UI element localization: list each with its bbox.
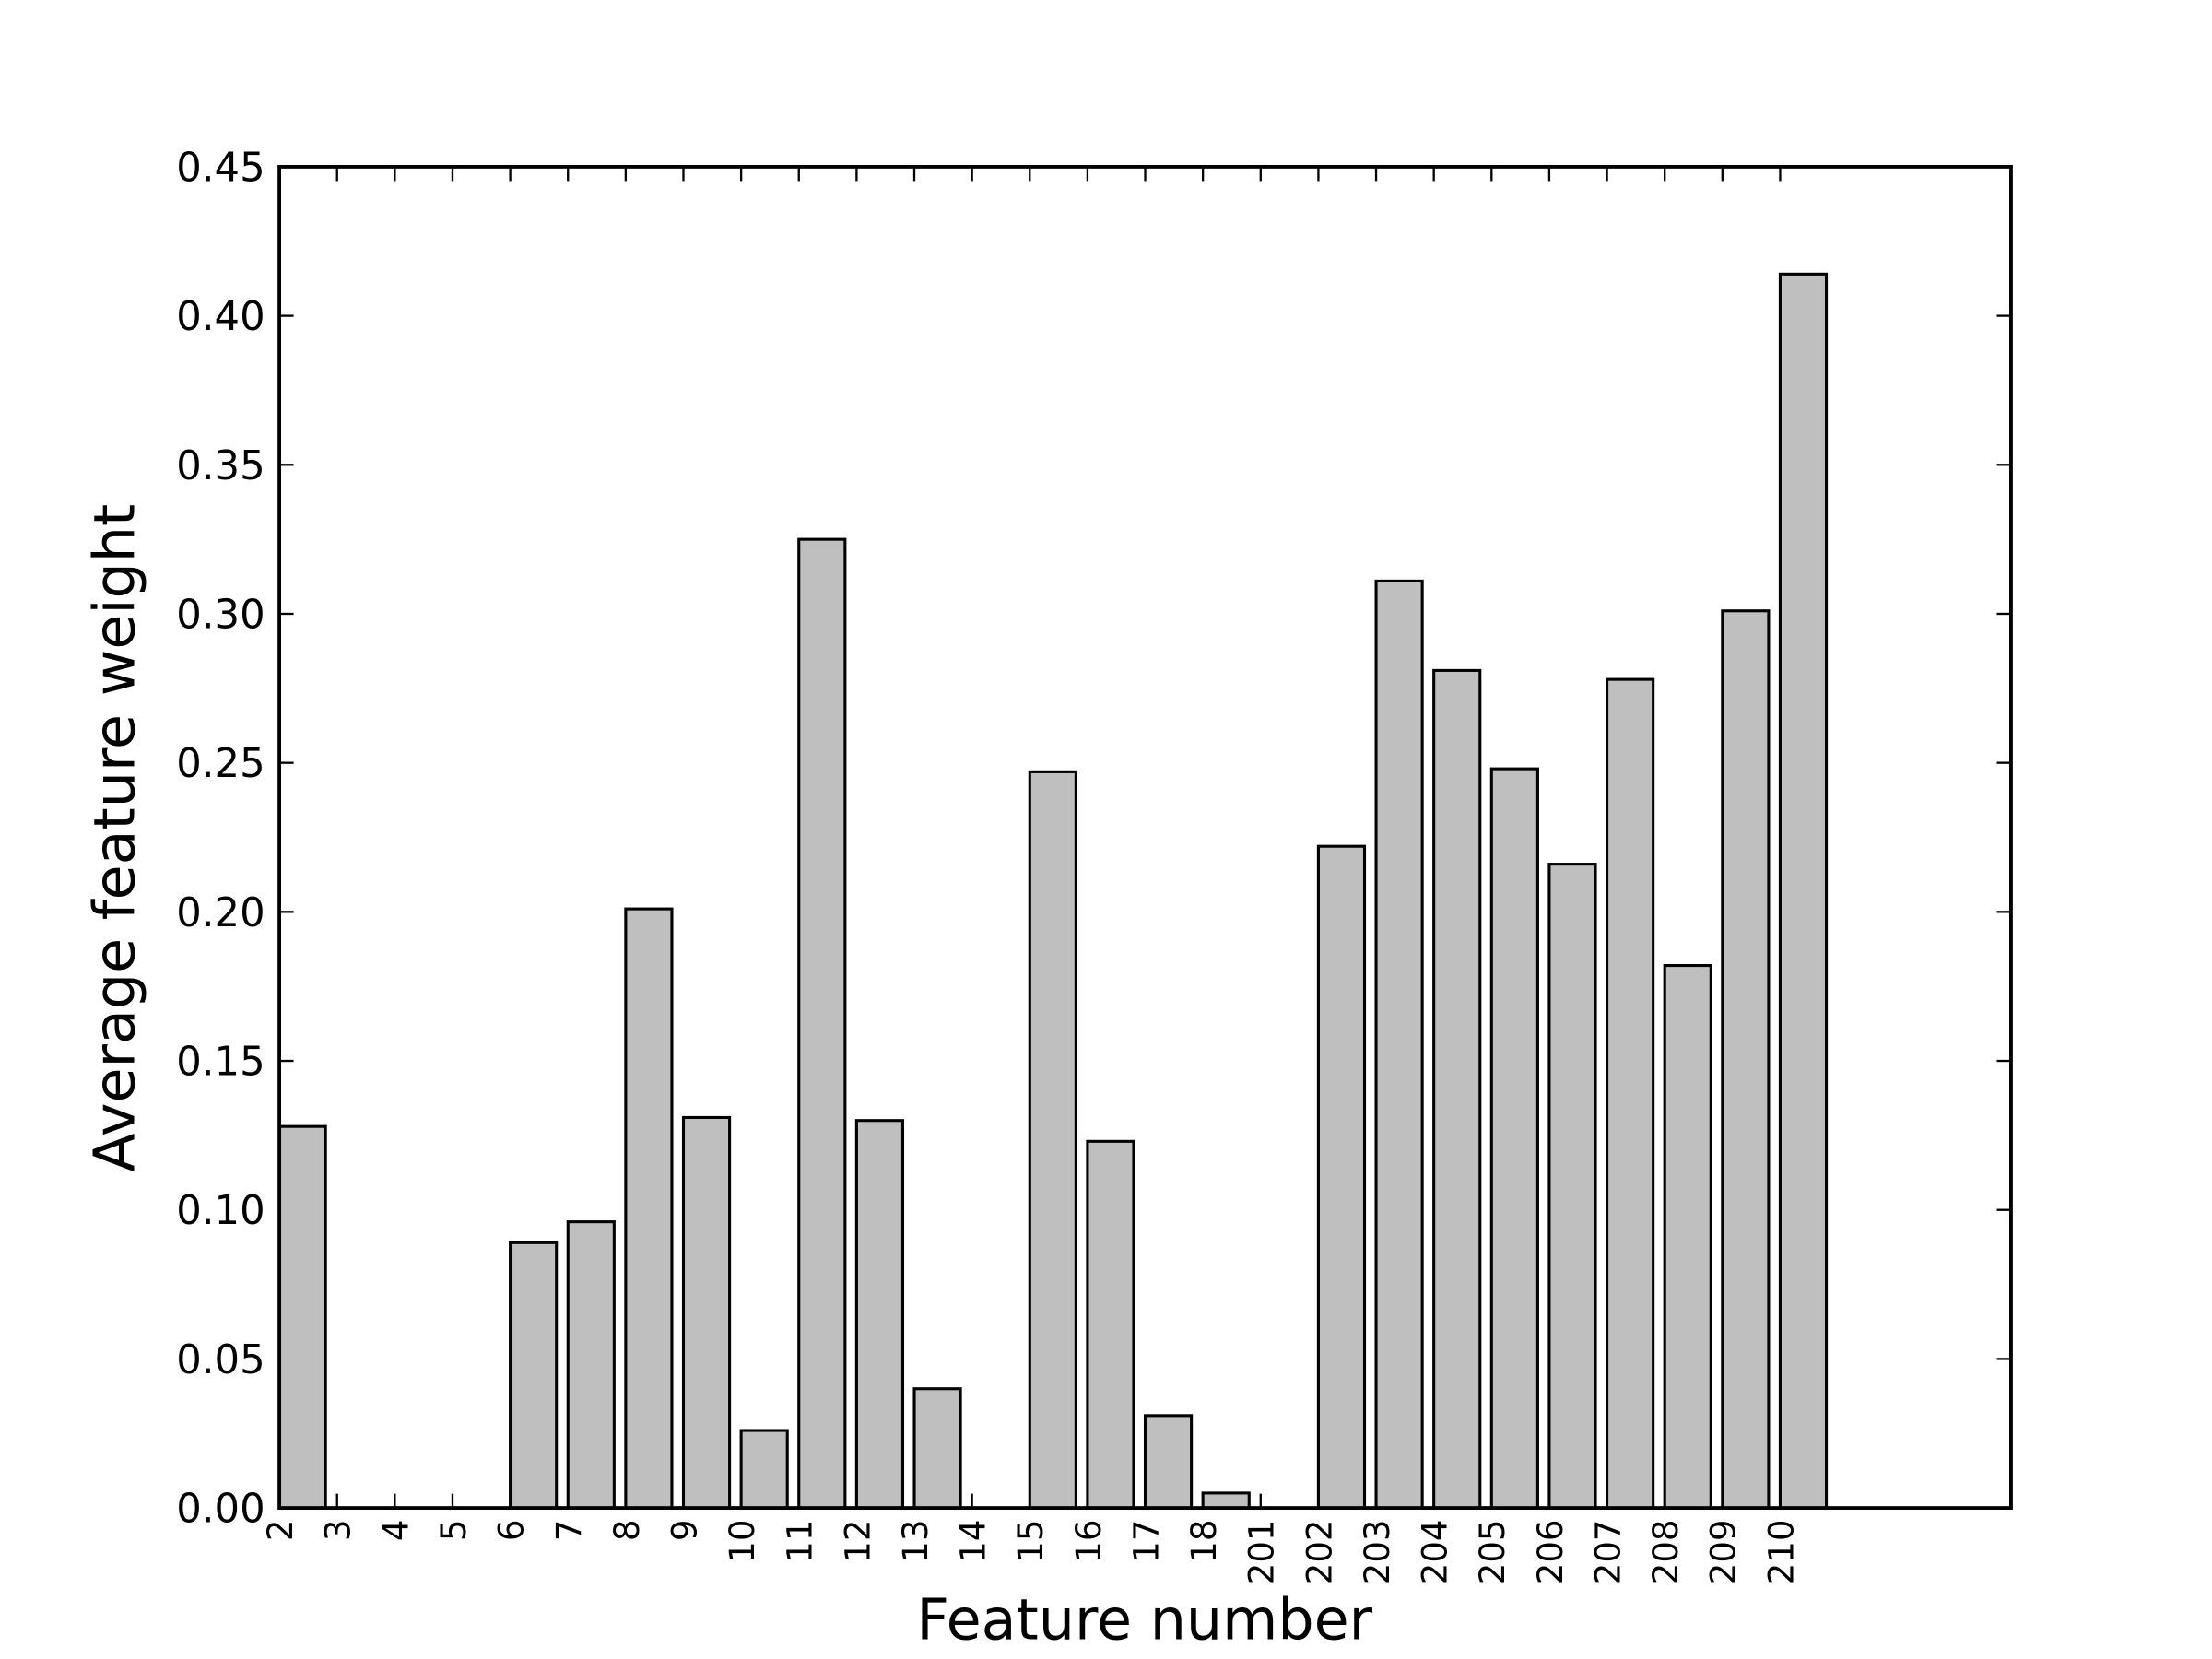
x-tick-label: 203	[1358, 1519, 1397, 1584]
bar	[681, 1115, 732, 1510]
bar	[797, 537, 847, 1510]
x-tick-label: 3	[319, 1519, 359, 1541]
y-tick-label: 0.20	[176, 890, 265, 936]
x-tick-label: 4	[376, 1519, 416, 1541]
bar	[1086, 1139, 1135, 1510]
bar	[1489, 767, 1539, 1510]
x-tick-label: 205	[1473, 1519, 1512, 1584]
x-axis-label: Feature number	[916, 1586, 1372, 1653]
bar	[1778, 272, 1829, 1510]
y-tick-label: 0.10	[176, 1188, 265, 1234]
y-tick-label: 0.00	[176, 1487, 265, 1533]
bar	[1432, 668, 1482, 1510]
y-tick-label: 0.45	[176, 145, 265, 191]
bar	[1374, 579, 1424, 1510]
bar	[1606, 677, 1655, 1510]
bar	[1143, 1414, 1194, 1510]
x-tick-label: 10	[723, 1519, 762, 1562]
y-axis-label: Average feature weight	[81, 504, 147, 1172]
x-tick-label: 2	[261, 1519, 300, 1541]
y-tick-label: 0.25	[176, 741, 265, 787]
x-tick-label: 7	[549, 1519, 589, 1541]
x-tick-label: 8	[607, 1519, 647, 1541]
y-tick-label: 0.35	[176, 443, 265, 489]
x-tick-label: 11	[781, 1519, 820, 1562]
x-tick-label: 13	[896, 1519, 935, 1562]
plot-frame	[277, 164, 2013, 1511]
x-tick-label: 201	[1242, 1519, 1282, 1584]
y-tick-label: 0.05	[176, 1337, 265, 1383]
x-tick-label: 12	[838, 1519, 877, 1562]
bar	[509, 1241, 559, 1510]
x-tick-label: 204	[1416, 1519, 1455, 1584]
x-tick-label: 17	[1126, 1519, 1166, 1562]
x-tick-label: 9	[665, 1519, 704, 1541]
x-tick-label: 6	[492, 1519, 532, 1541]
x-tick-label: 15	[1011, 1519, 1051, 1562]
bar	[1028, 770, 1077, 1510]
bar	[1663, 964, 1712, 1510]
x-tick-label: 18	[1184, 1519, 1224, 1562]
bar	[1721, 609, 1771, 1510]
x-tick-label: 16	[1069, 1519, 1109, 1562]
bar	[739, 1429, 789, 1510]
bar	[854, 1119, 905, 1510]
bar	[1316, 844, 1367, 1510]
bar	[277, 1124, 327, 1510]
x-tick-label: 202	[1300, 1519, 1339, 1584]
y-tick-label: 0.40	[176, 294, 265, 340]
bar	[912, 1387, 962, 1510]
x-tick-label: 5	[434, 1519, 474, 1541]
bar	[566, 1220, 616, 1510]
x-tick-label: 206	[1531, 1519, 1571, 1584]
x-tick-label: 210	[1761, 1519, 1801, 1584]
x-tick-label: 209	[1704, 1519, 1744, 1584]
bar	[1201, 1491, 1251, 1510]
bar	[624, 907, 674, 1510]
y-tick-label: 0.15	[176, 1039, 265, 1085]
x-tick-label: 207	[1588, 1519, 1628, 1584]
bar	[1547, 863, 1597, 1510]
x-tick-label: 14	[954, 1519, 994, 1562]
x-tick-label: 208	[1646, 1519, 1686, 1584]
y-tick-label: 0.30	[176, 592, 265, 638]
